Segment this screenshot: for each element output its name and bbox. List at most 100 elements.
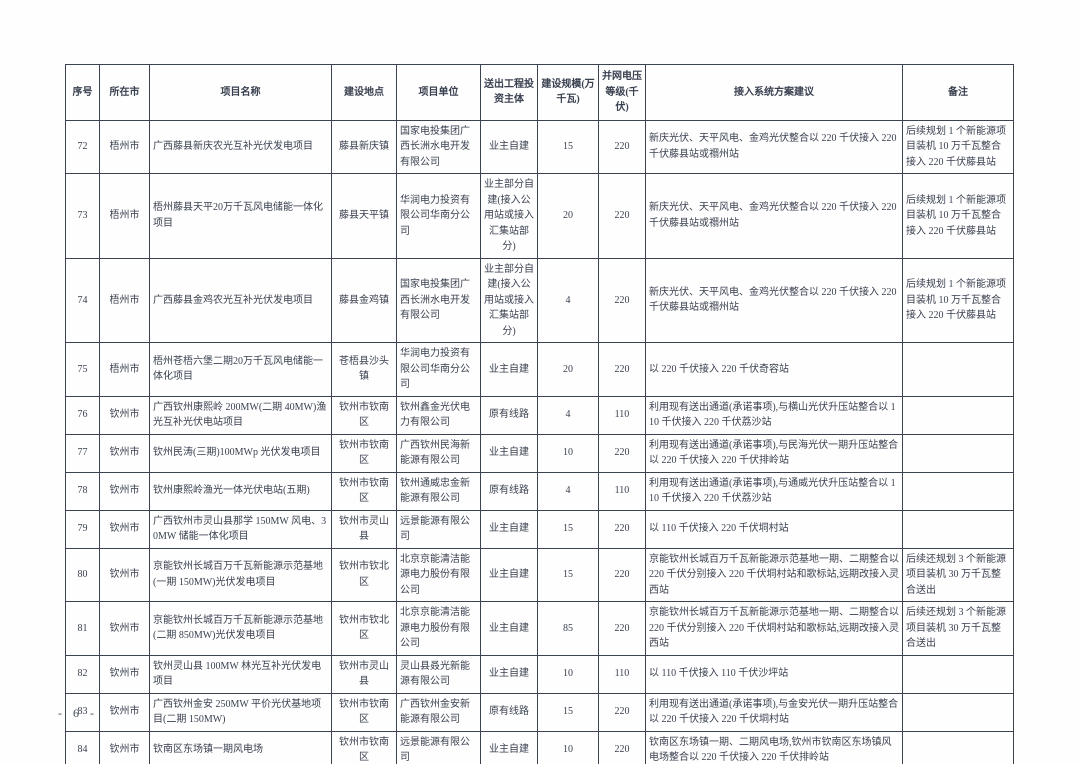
cell-unit: 远景能源有限公司 [396, 730, 481, 764]
cell-name: 钦州灵山县 100MW 林光互补光伏发电项目 [149, 654, 332, 694]
cell-investor: 原有线路 [480, 395, 538, 435]
projects-table: 序号 所在市 项目名称 建设地点 项目单位 送出工程投资主体 建设规模(万千瓦) 并网电压等级… [65, 64, 1014, 764]
cell-plan: 以 220 千伏接入 220 千伏奇容站 [645, 342, 903, 397]
table-row: 78 钦州市 钦州康熙岭渔光一体光伏电站(五期) 钦州市钦南区 钦州通威忠金新能源有限公… [65, 471, 1014, 511]
cell-city: 梧州市 [99, 257, 150, 343]
cell-city: 钦州市 [99, 601, 150, 656]
cell-remark [902, 471, 1014, 511]
cell-city: 钦州市 [99, 730, 150, 764]
cell-city: 钦州市 [99, 547, 150, 602]
column-header: 备注 [902, 64, 1014, 121]
cell-location: 钦州市钦北区 [331, 547, 397, 602]
cell-unit: 华润电力投资有限公司华南分公司 [396, 342, 481, 397]
cell-investor: 原有线路 [480, 471, 538, 511]
column-header: 送出工程投资主体 [480, 64, 538, 121]
cell-scale: 15 [537, 547, 599, 602]
cell-investor: 原有线路 [480, 692, 538, 732]
column-header: 序号 [65, 64, 100, 121]
cell-plan: 京能钦州长城百万千瓦新能源示范基地一期、二期整合以 220 千伏分别接入 220… [645, 601, 903, 656]
cell-investor: 业主自建 [480, 730, 538, 764]
cell-name: 京能钦州长城百万千瓦新能源示范基地(二期 850MW)光伏发电项目 [149, 601, 332, 656]
cell-voltage: 220 [598, 547, 646, 602]
cell-unit: 国家电投集团广西长洲水电开发有限公司 [396, 119, 481, 174]
cell-scale: 10 [537, 730, 599, 764]
cell-plan: 新庆光伏、天平风电、金鸡光伏整合以 220 千伏接入 220 千伏藤县站或禤州站 [645, 257, 903, 343]
cell-voltage: 220 [598, 601, 646, 656]
cell-no: 75 [65, 342, 100, 397]
cell-voltage: 110 [598, 395, 646, 435]
cell-unit: 灵山县叒光新能源有限公司 [396, 654, 481, 694]
cell-remark: 后续还规划 3 个新能源项目装机 30 万千瓦整合送出 [902, 601, 1014, 656]
table-row: 80 钦州市 京能钦州长城百万千瓦新能源示范基地(一期 150MW)光伏发电项目 钦州… [65, 547, 1014, 602]
cell-voltage: 110 [598, 471, 646, 511]
cell-remark [902, 509, 1014, 549]
cell-location: 藤县金鸡镇 [331, 257, 397, 343]
cell-name: 京能钦州长城百万千瓦新能源示范基地(一期 150MW)光伏发电项目 [149, 547, 332, 602]
cell-unit: 广西钦州民海新能源有限公司 [396, 433, 481, 473]
table-body: 72 梧州市 广西藤县新庆农光互补光伏发电项目 藤县新庆镇 国家电投集团广西长洲水电开发… [65, 119, 1014, 764]
table-row: 73 梧州市 梧州藤县天平20万千瓦风电储能一体化项目 藤县天平镇 华润电力投资有限公司… [65, 173, 1014, 259]
cell-city: 钦州市 [99, 471, 150, 511]
cell-voltage: 110 [598, 654, 646, 694]
table-row: 83 钦州市 广西钦州金安 250MW 平价光伏基地项目(二期 150MW) 钦州市钦… [65, 692, 1014, 732]
cell-scale: 10 [537, 433, 599, 473]
cell-investor: 业主自建 [480, 342, 538, 397]
cell-city: 钦州市 [99, 654, 150, 694]
cell-plan: 新庆光伏、天平风电、金鸡光伏整合以 220 千伏接入 220 千伏藤县站或禤州站 [645, 119, 903, 174]
cell-location: 钦州市灵山县 [331, 509, 397, 549]
cell-name: 广西藤县新庆农光互补光伏发电项目 [149, 119, 332, 174]
cell-voltage: 220 [598, 119, 646, 174]
cell-remark [902, 730, 1014, 764]
cell-plan: 利用现有送出通道(承诺事项),与民海光伏一期升压站整合以 220 千伏接入 22… [645, 433, 903, 473]
cell-location: 钦州市灵山县 [331, 654, 397, 694]
cell-city: 钦州市 [99, 395, 150, 435]
column-header: 项目单位 [396, 64, 481, 121]
table-row: 81 钦州市 京能钦州长城百万千瓦新能源示范基地(二期 850MW)光伏发电项目 钦州… [65, 601, 1014, 656]
column-header: 所在市 [99, 64, 150, 121]
cell-investor: 业主部分自建(接入公用站或接入汇集站部分) [480, 257, 538, 343]
page-number: - 6 - [58, 706, 98, 720]
cell-scale: 4 [537, 395, 599, 435]
table-row: 79 钦州市 广西钦州市灵山县那学 150MW 风电、30MW 储能一体化项目 钦州市… [65, 509, 1014, 549]
cell-location: 钦州市钦南区 [331, 433, 397, 473]
cell-no: 76 [65, 395, 100, 435]
cell-city: 梧州市 [99, 173, 150, 259]
cell-investor: 业主自建 [480, 119, 538, 174]
table-row: 76 钦州市 广西钦州康熙岭 200MW(二期 40MW)渔光互补光伏电站项目 钦州市… [65, 395, 1014, 435]
cell-no: 84 [65, 730, 100, 764]
cell-investor: 业主部分自建(接入公用站或接入汇集站部分) [480, 173, 538, 259]
column-header: 建设规模(万千瓦) [537, 64, 599, 121]
cell-name: 钦州康熙岭渔光一体光伏电站(五期) [149, 471, 332, 511]
cell-scale: 15 [537, 509, 599, 549]
cell-name: 钦州民涛(三期)100MWp 光伏发电项目 [149, 433, 332, 473]
cell-plan: 利用现有送出通道(承诺事项),与通威光伏升压站整合以 110 千伏接入 220 … [645, 471, 903, 511]
cell-scale: 15 [537, 692, 599, 732]
cell-no: 79 [65, 509, 100, 549]
cell-investor: 业主自建 [480, 654, 538, 694]
cell-remark: 后续规划 1 个新能源项目装机 10 万千瓦整合接入 220 千伏藤县站 [902, 119, 1014, 174]
cell-location: 钦州市钦南区 [331, 471, 397, 511]
column-header: 建设地点 [331, 64, 397, 121]
cell-voltage: 220 [598, 257, 646, 343]
cell-name: 广西钦州金安 250MW 平价光伏基地项目(二期 150MW) [149, 692, 332, 732]
cell-plan: 利用现有送出通道(承诺事项),与横山光伏升压站整合以 110 千伏接入 220 … [645, 395, 903, 435]
cell-plan: 利用现有送出通道(承诺事项),与金安光伏一期升压站整合以 220 千伏接入 22… [645, 692, 903, 732]
cell-location: 钦州市钦北区 [331, 601, 397, 656]
cell-investor: 业主自建 [480, 433, 538, 473]
cell-city: 钦州市 [99, 433, 150, 473]
cell-no: 78 [65, 471, 100, 511]
cell-name: 钦南区东场镇一期风电场 [149, 730, 332, 764]
cell-scale: 20 [537, 342, 599, 397]
cell-remark: 后续还规划 3 个新能源项目装机 30 万千瓦整合送出 [902, 547, 1014, 602]
cell-investor: 业主自建 [480, 547, 538, 602]
cell-plan: 以 110 千伏接入 110 千伏沙坪站 [645, 654, 903, 694]
cell-remark: 后续规划 1 个新能源项目装机 10 万千瓦整合接入 220 千伏藤县站 [902, 257, 1014, 343]
cell-plan: 以 110 千伏接入 220 千伏垌村站 [645, 509, 903, 549]
cell-scale: 4 [537, 471, 599, 511]
cell-plan: 新庆光伏、天平风电、金鸡光伏整合以 220 千伏接入 220 千伏藤县站或禤州站 [645, 173, 903, 259]
cell-remark [902, 342, 1014, 397]
cell-location: 钦州市钦南区 [331, 692, 397, 732]
cell-voltage: 220 [598, 692, 646, 732]
cell-investor: 业主自建 [480, 509, 538, 549]
